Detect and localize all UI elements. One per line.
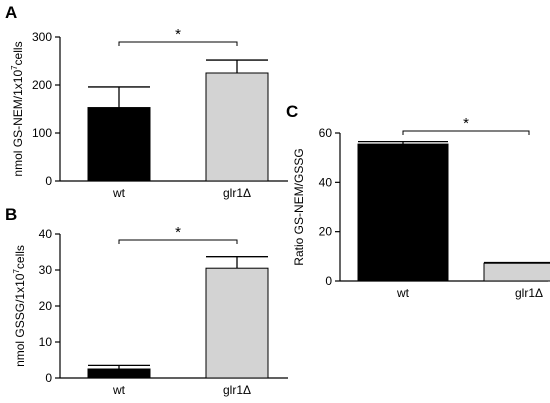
chart-panel-A: A 0 100 200 300 nmol GS-NEM/1x107cells wt glr1Δ… [5, 3, 288, 200]
y-tick-label: 30 [39, 263, 53, 277]
y-tick-label: 100 [32, 126, 52, 140]
panel-letter: B [5, 205, 17, 224]
category-label: glr1Δ [223, 186, 251, 200]
y-tick-label: 0 [45, 174, 52, 188]
y-tick-label: 40 [319, 175, 333, 189]
y-axis-label: nmol GS-NEM/1x107cells [10, 41, 25, 176]
bar-mutant [205, 72, 269, 182]
y-tick-label: 200 [32, 78, 52, 92]
category-label: wt [396, 286, 410, 300]
y-tick-label: 300 [32, 30, 52, 44]
y-tick-label: 0 [325, 274, 332, 288]
y-axis-label: nmol GSSG/1x107cells [12, 245, 27, 367]
panel-letter: C [286, 102, 298, 121]
y-tick-label: 10 [39, 335, 53, 349]
significance-bracket [118, 41, 238, 46]
y-tick-label: 20 [319, 225, 333, 239]
panel-letter: A [5, 3, 17, 22]
category-label: wt [112, 186, 126, 200]
y-tick-label: 60 [319, 126, 333, 140]
y-tick-label: 0 [45, 371, 52, 385]
category-label: wt [112, 383, 126, 397]
y-axis-label: Ratio GS-NEM/GSSG [292, 148, 306, 265]
chart-panel-C: C 0 20 40 60 Ratio GS-NEM/GSSG wt glr1Δ * [286, 102, 550, 300]
category-label: glr1Δ [515, 286, 543, 300]
significance-label: * [175, 26, 181, 43]
y-tick-label: 20 [39, 299, 53, 313]
bar-mutant [483, 262, 550, 282]
significance-bracket [118, 239, 238, 244]
bar-wt [357, 143, 449, 282]
bar-wt [87, 107, 151, 182]
significance-bracket [402, 130, 530, 135]
significance-label: * [175, 224, 181, 241]
category-label: glr1Δ [223, 383, 251, 397]
chart-panel-B: B 0 10 20 30 40 nmol GSSG/1x107cells wt glr1Δ * [5, 205, 288, 397]
y-tick-label: 40 [39, 227, 53, 241]
bar-wt [87, 368, 151, 379]
significance-label: * [463, 115, 469, 132]
bar-mutant [205, 267, 269, 379]
